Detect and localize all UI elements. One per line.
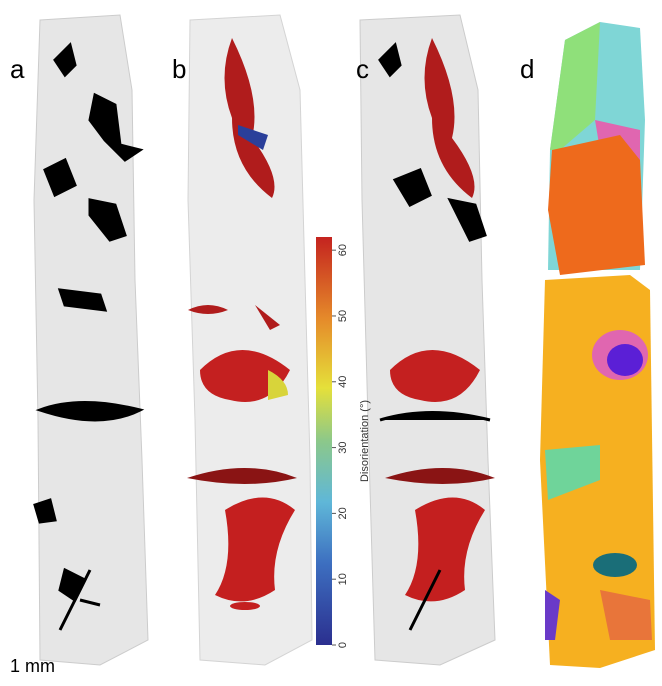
figure: a b c d Disorientation (°) 0 10 20 30 40 50 60… — [0, 0, 662, 686]
scale-bar-label: 1 mm — [10, 656, 55, 676]
colorbar-gradient — [316, 237, 332, 645]
panel-label: d — [520, 54, 534, 84]
colorbar-tick-label: 10 — [337, 573, 349, 585]
colorbar-tick-label: 50 — [337, 310, 349, 322]
panel-label: c — [356, 54, 369, 84]
colorbar: Disorientation (°) 0 10 20 30 40 50 60 — [316, 237, 371, 648]
colorbar-tick-label: 40 — [337, 376, 349, 388]
specimen-d — [540, 22, 655, 668]
colorbar-tick-label: 0 — [337, 642, 349, 648]
colorbar-tick-label: 30 — [337, 441, 349, 453]
specimen-a — [34, 15, 148, 665]
panel-label: b — [172, 54, 186, 84]
panel-label: a — [10, 54, 25, 84]
colorbar-label: Disorientation (°) — [359, 400, 371, 482]
specimen-c — [360, 15, 495, 665]
specimen-b — [187, 15, 312, 665]
colorbar-tick-label: 60 — [337, 244, 349, 256]
colorbar-tick-label: 20 — [337, 507, 349, 519]
